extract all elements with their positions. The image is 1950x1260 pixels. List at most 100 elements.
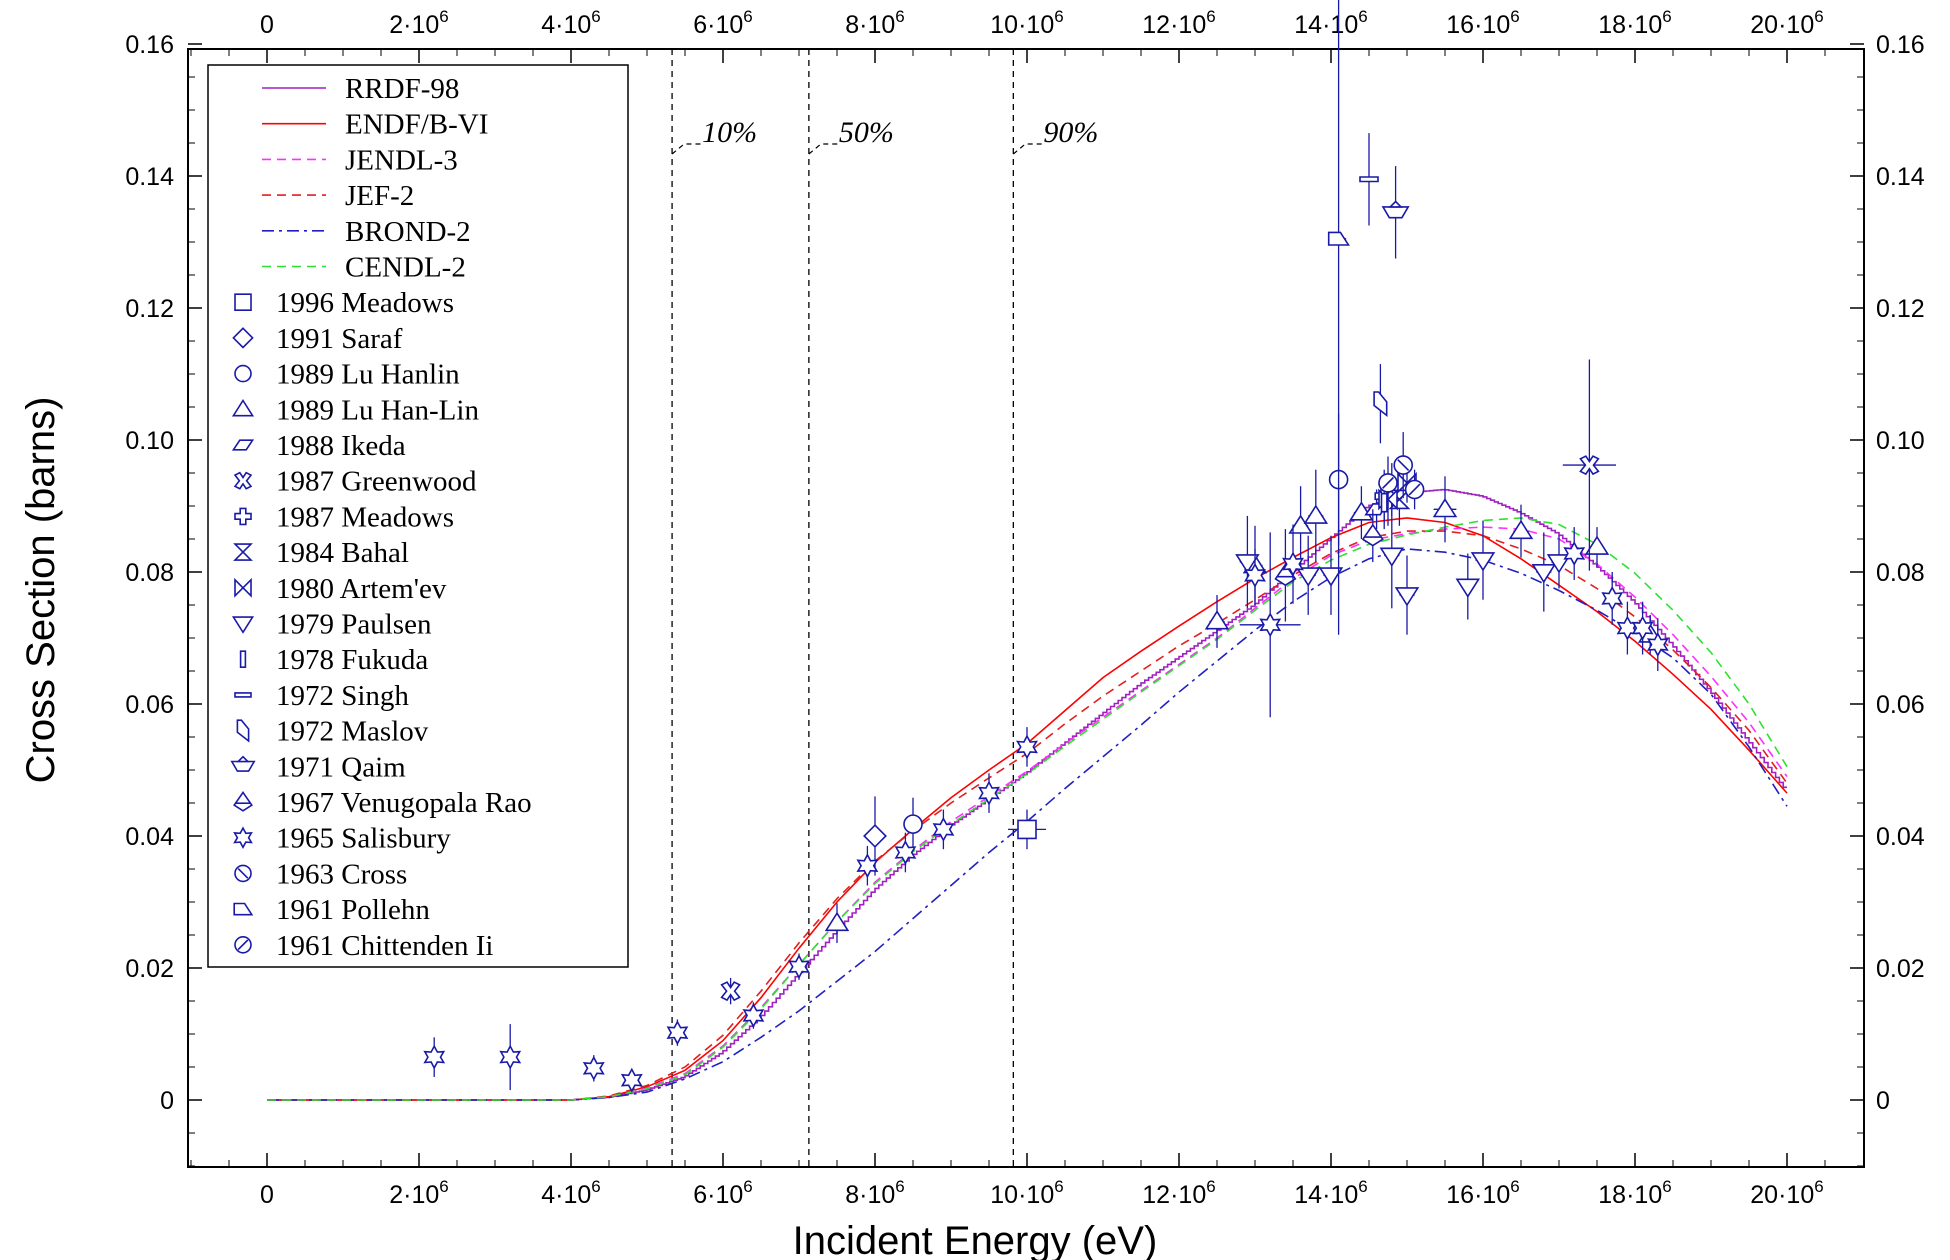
legend-marker-1961-pollehn <box>233 902 254 916</box>
curve-endf-b-vi <box>267 517 1788 1101</box>
x-tick-label-top: 10·106 <box>990 7 1063 39</box>
point-1996-meadows <box>1017 819 1037 840</box>
point-1965-salisbury <box>894 840 917 865</box>
legend-marker-1972-singh <box>234 692 252 698</box>
x-tick-label: 16·106 <box>1446 1177 1519 1209</box>
x-tick-label-top: 8·106 <box>845 7 905 39</box>
experimental-points <box>423 0 1669 1093</box>
percentile-label: 10% <box>702 116 757 149</box>
legend-box <box>207 64 629 968</box>
point-1965-salisbury <box>1646 632 1669 658</box>
legend-marker-1984-bahal <box>233 543 253 561</box>
legend-label: 1971 Qaim <box>276 751 406 783</box>
y-tick-label-right: 0.08 <box>1876 559 1925 587</box>
legend-marker-1988-ikeda <box>231 439 255 451</box>
legend-marker-1987-meadows <box>234 507 252 526</box>
x-tick-label-top: 12·106 <box>1142 7 1215 39</box>
point-1989-lu-han-lin <box>1303 504 1329 524</box>
legend-marker-1989-lu-hanlin <box>234 364 252 383</box>
y-axis-title: Cross Section (barns) <box>19 397 63 784</box>
x-tick-label: 6·106 <box>693 1177 753 1209</box>
x-tick-label-top: 14·106 <box>1294 7 1367 39</box>
legend-label: 1972 Singh <box>276 680 409 712</box>
point-1989-lu-han-lin <box>1584 535 1610 555</box>
point-1965-salisbury <box>1616 615 1639 641</box>
point-1965-salisbury <box>582 1055 605 1081</box>
point-1987-greenwood <box>720 981 741 1002</box>
point-1979-paulsen <box>1295 567 1321 587</box>
point-1961-chittenden-ii <box>1378 473 1398 493</box>
curve-cendl-2 <box>267 517 1788 1101</box>
legend-label: BROND-2 <box>345 216 471 248</box>
legend-marker-1980-artem-ev <box>234 577 252 598</box>
point-1965-salisbury <box>1631 615 1654 641</box>
point-1965-salisbury <box>1282 551 1304 577</box>
point-1979-paulsen <box>1531 563 1557 584</box>
y-tick-label: 0.08 <box>125 559 174 587</box>
point-1979-paulsen <box>1455 578 1481 598</box>
point-1965-salisbury <box>932 816 955 842</box>
legend-marker-1989-lu-han-lin <box>231 399 255 417</box>
legend-label: 1963 Cross <box>276 858 407 890</box>
y-tick-label: 0 <box>160 1087 174 1115</box>
point-1989-lu-han-lin <box>1508 519 1534 540</box>
legend-marker-1971-qaim <box>230 755 256 772</box>
point-1972-maslov <box>1373 391 1388 418</box>
point-1965-salisbury <box>742 1003 765 1028</box>
point-1989-lu-han-lin <box>1204 610 1230 630</box>
point-1965-salisbury <box>1016 734 1038 760</box>
y-tick-label: 0.16 <box>125 31 174 59</box>
x-tick-label: 10·106 <box>990 1177 1063 1209</box>
point-1989-lu-han-lin <box>824 911 850 932</box>
point-1965-salisbury <box>788 954 810 980</box>
y-tick-label: 0.02 <box>125 955 174 983</box>
point-1989-lu-han-lin <box>1432 497 1458 518</box>
point-1967-venugopala-rao <box>1361 523 1384 547</box>
legend-label: 1978 Fukuda <box>276 644 428 676</box>
legend-label: 1989 Lu Han-Lin <box>276 394 479 426</box>
legend-marker-1961-chittenden-ii <box>234 935 252 954</box>
point-1991-saraf <box>863 824 887 848</box>
legend-label: 1987 Meadows <box>276 501 454 533</box>
legend-label: JEF-2 <box>345 180 414 212</box>
point-1965-salisbury <box>1259 612 1282 638</box>
legend-label: 1980 Artem'ev <box>276 573 447 605</box>
legend-label: JENDL-3 <box>345 144 458 176</box>
point-1961-chittenden-ii <box>1404 479 1425 500</box>
y-tick-label-right: 0.02 <box>1876 955 1925 983</box>
y-tick-label: 0.12 <box>125 295 174 323</box>
axis-ticks: 0 0 2·106 2·106 4·106 4·106 6·106 6·106 8·106 8·1… <box>125 7 1924 1209</box>
point-1979-paulsen <box>1318 567 1344 587</box>
percentile-label: 90% <box>1043 116 1098 149</box>
y-tick-label-right: 0 <box>1876 1087 1890 1115</box>
legend-label: 1965 Salisbury <box>276 823 451 855</box>
x-tick-label-top: 2·106 <box>389 7 449 39</box>
percentile-leader <box>808 143 839 155</box>
percentile-leader <box>1012 143 1044 155</box>
x-tick-label-top: 4·106 <box>541 7 601 39</box>
y-tick-label: 0.06 <box>125 691 174 719</box>
point-1971-qaim <box>1381 200 1410 219</box>
point-1972-singh <box>1359 176 1379 183</box>
legend-marker-1967-venugopala-rao <box>233 790 253 812</box>
y-tick-label: 0.10 <box>125 427 174 455</box>
percentile-leader <box>671 143 703 155</box>
legend-label: RRDF-98 <box>345 73 459 105</box>
legend-marker-1978-fukuda <box>239 650 247 669</box>
x-tick-label: 4·106 <box>541 1177 601 1209</box>
y-tick-label-right: 0.04 <box>1876 823 1925 851</box>
x-tick-label: 0 <box>260 1181 274 1209</box>
point-1965-salisbury <box>620 1067 643 1093</box>
point-1961-pollehn <box>1327 231 1350 246</box>
point-1965-salisbury <box>856 853 879 879</box>
legend-marker-1991-saraf <box>232 327 254 349</box>
x-tick-label: 18·106 <box>1598 1177 1671 1209</box>
x-tick-label: 14·106 <box>1294 1177 1367 1209</box>
x-tick-label-top: 0 <box>260 11 274 39</box>
x-tick-label: 2·106 <box>389 1177 449 1209</box>
y-tick-label-right: 0.12 <box>1876 295 1925 323</box>
legend-label: 1979 Paulsen <box>276 609 432 641</box>
legend-label: 1961 Chittenden Ii <box>276 930 493 962</box>
